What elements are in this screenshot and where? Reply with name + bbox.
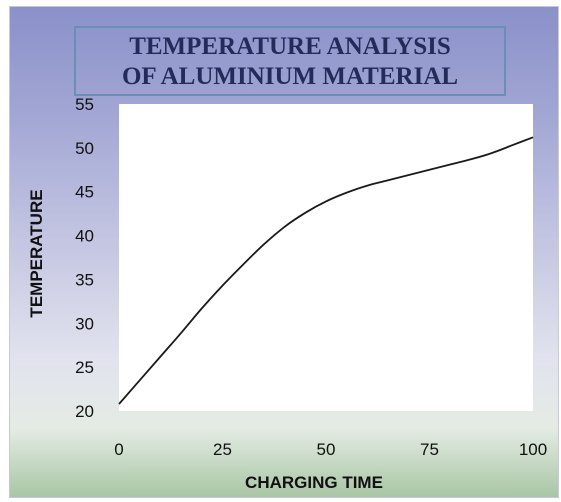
x-tick-label: 0 — [114, 440, 123, 459]
y-tick-label: 40 — [75, 227, 94, 246]
y-tick-label: 20 — [75, 402, 94, 421]
line-chart: 20 25 30 35 40 45 50 55 0 25 50 75 100 CHARGING TIM… — [27, 95, 547, 492]
x-axis-tick-labels: 0 25 50 75 100 — [114, 440, 547, 459]
chart-frame: TEMPERATURE ANALYSIS OF ALUMINIUM MATERI… — [9, 6, 559, 498]
y-tick-label: 35 — [75, 270, 94, 289]
chart-title-line-2: OF ALUMINIUM MATERIAL — [121, 63, 459, 90]
x-axis-title: CHARGING TIME — [245, 473, 383, 492]
chart-title: TEMPERATURE ANALYSIS OF ALUMINIUM MATERI… — [74, 26, 506, 96]
y-tick-label: 50 — [75, 139, 94, 158]
chart-title-line-1: TEMPERATURE ANALYSIS — [129, 33, 451, 60]
y-axis-tick-labels: 20 25 30 35 40 45 50 55 — [75, 95, 94, 421]
plot-area — [119, 104, 533, 411]
y-tick-label: 25 — [75, 358, 94, 377]
x-tick-label: 75 — [420, 440, 439, 459]
y-tick-label: 30 — [75, 314, 94, 333]
y-axis-title: TEMPERATURE — [27, 189, 46, 317]
x-tick-label: 100 — [519, 440, 547, 459]
x-tick-label: 50 — [317, 440, 336, 459]
x-tick-label: 25 — [213, 440, 232, 459]
y-tick-label: 45 — [75, 183, 94, 202]
temperature-series-line — [118, 136, 534, 405]
y-tick-label: 55 — [75, 95, 94, 114]
